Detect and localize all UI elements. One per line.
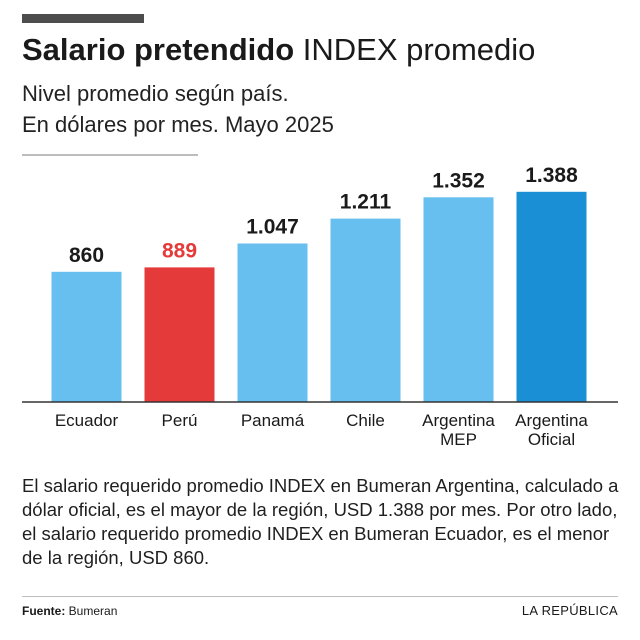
header-divider: [22, 154, 198, 156]
bar: [144, 267, 215, 402]
bar-chart: 860 Ecuador 889 Perú 1.047 Panamá 1.211 Chile 1.…: [22, 164, 618, 449]
chart-title-bold: Salario pretendido: [22, 32, 295, 67]
bar: [423, 197, 494, 402]
bar-value-label: 860: [69, 244, 104, 267]
bar: [237, 243, 308, 402]
bar-value-label: 1.388: [525, 164, 578, 187]
bar: [330, 218, 401, 402]
bar-value-label: 1.211: [340, 191, 392, 214]
top-accent-bar: [22, 14, 144, 23]
category-label: Ecuador: [55, 411, 119, 430]
chart-subtitle: Nivel promedio según país. En dólares po…: [22, 78, 334, 140]
bar-value-label: 1.352: [432, 169, 485, 192]
bar: [516, 191, 587, 402]
footer-divider: [22, 596, 618, 597]
category-label: Argentina: [422, 411, 495, 430]
source-label: Fuente:: [22, 604, 66, 618]
source-value: Bumeran: [65, 604, 118, 618]
subtitle-line-1: Nivel promedio según país.: [22, 81, 289, 106]
chart-title-rest: INDEX promedio: [294, 32, 536, 67]
category-label: Panamá: [241, 411, 305, 430]
category-label: Argentina: [515, 411, 588, 430]
category-label: Oficial: [528, 430, 575, 449]
source-credit: Fuente: Bumeran: [22, 603, 117, 619]
chart-title: Salario pretendido INDEX promedio: [22, 30, 535, 70]
bar-value-label: 889: [162, 239, 197, 262]
bar: [51, 271, 122, 402]
category-label: MEP: [440, 430, 477, 449]
category-label: Perú: [162, 411, 198, 430]
brand-logo: LA REPÚBLICA: [521, 603, 618, 618]
subtitle-line-2: En dólares por mes. Mayo 2025: [22, 112, 334, 137]
bar-value-label: 1.047: [246, 216, 299, 239]
description-text: El salario requerido promedio INDEX en B…: [22, 475, 619, 568]
category-label: Chile: [346, 411, 385, 430]
